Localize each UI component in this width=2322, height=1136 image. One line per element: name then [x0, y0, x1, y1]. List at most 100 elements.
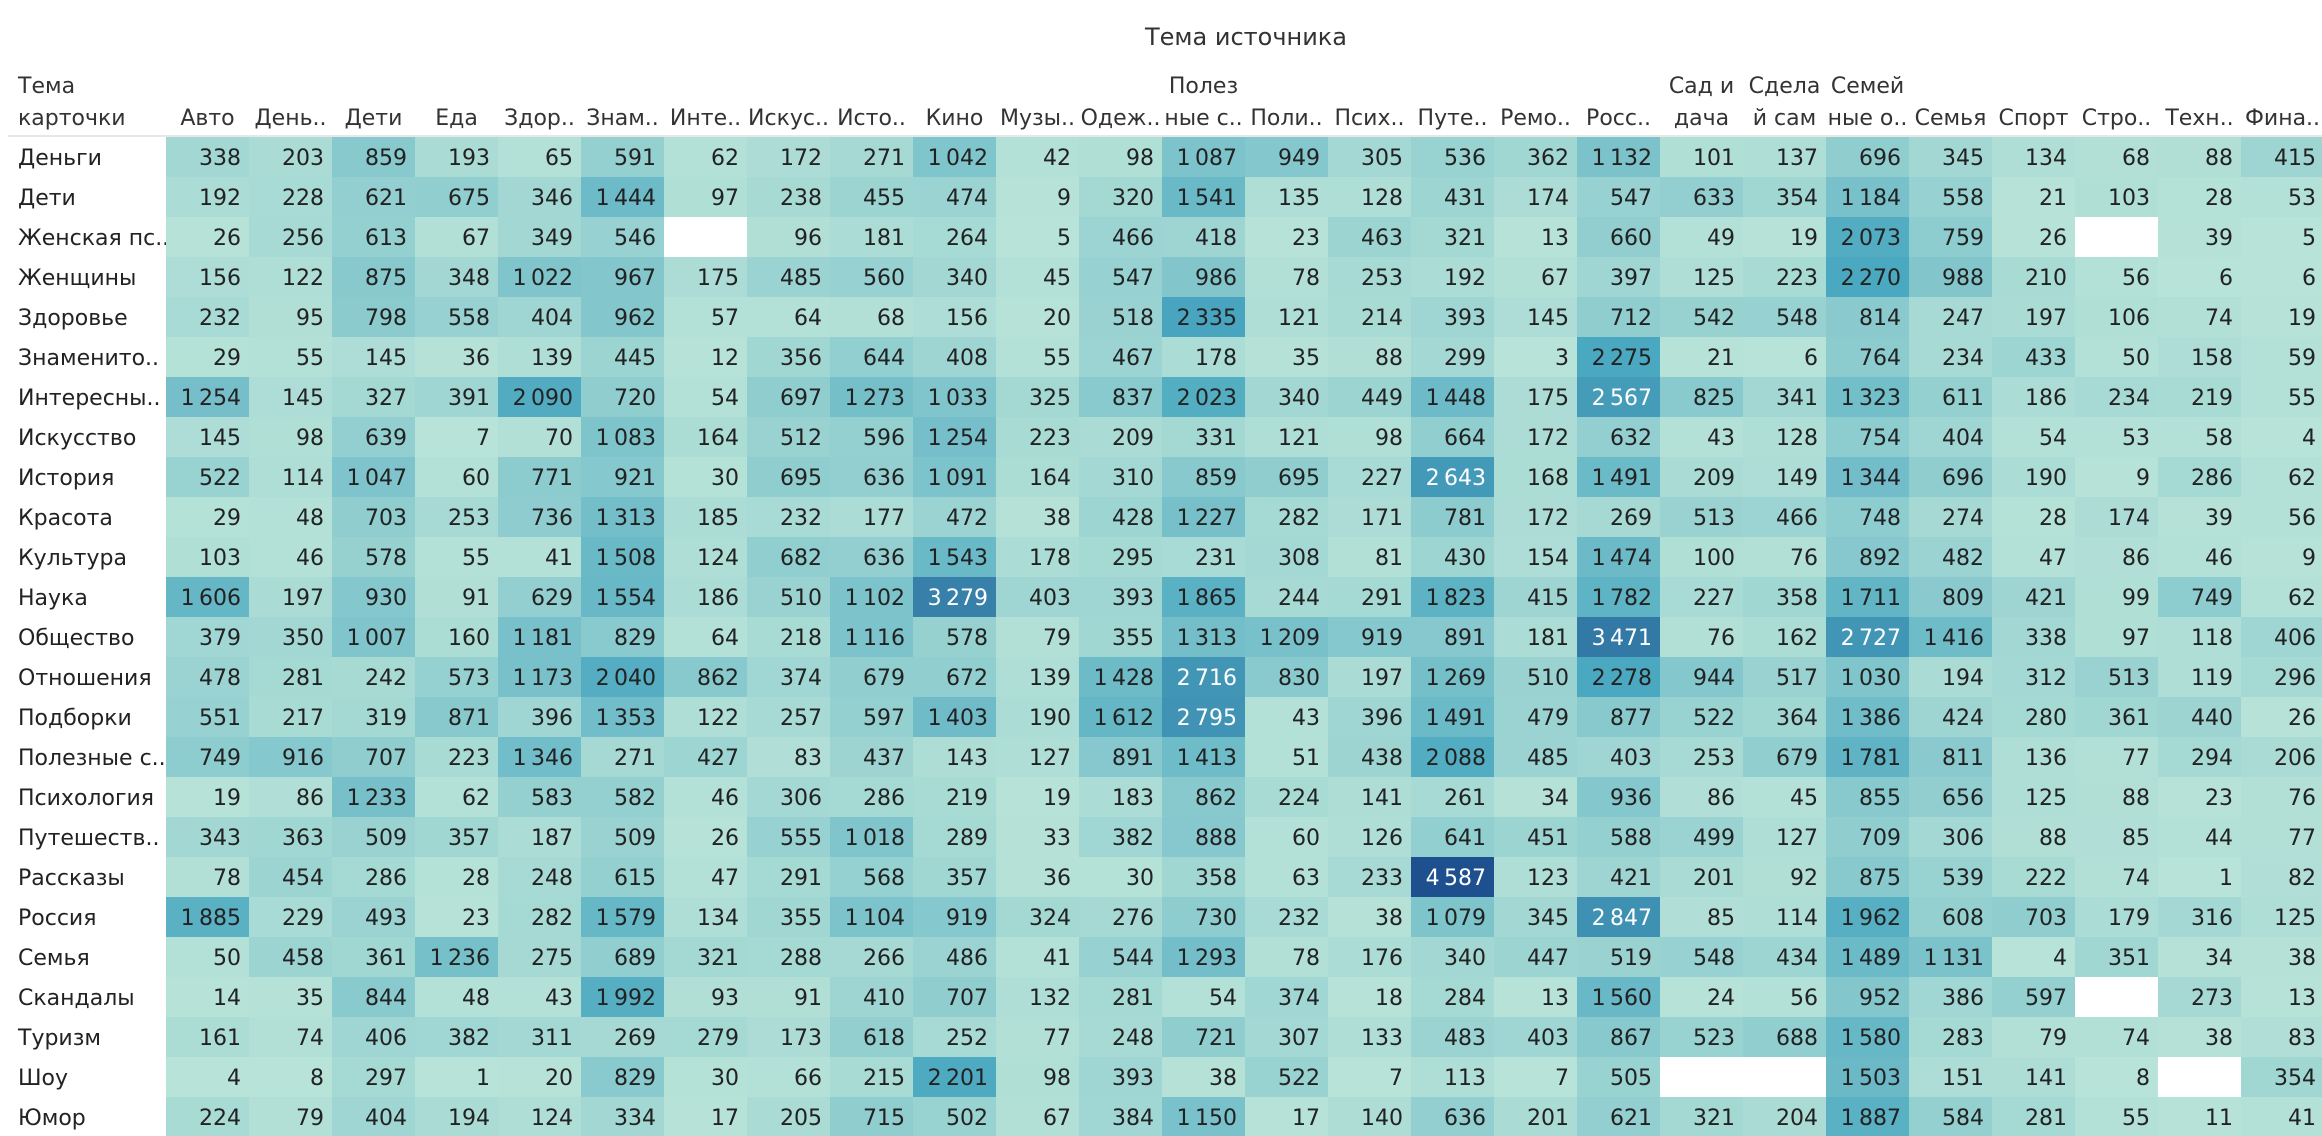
- column-header: Путе..: [1418, 106, 1488, 131]
- heatmap-cell: [1660, 177, 1743, 217]
- cell-value: 190: [2025, 466, 2067, 491]
- cell-value: 1 018: [845, 826, 905, 851]
- cell-value: 62: [2288, 466, 2316, 491]
- cell-value: 186: [2025, 386, 2067, 411]
- cell-value: 18: [1375, 986, 1403, 1011]
- heatmap-cell: [1411, 217, 1494, 257]
- row-label: Отношения: [18, 666, 152, 691]
- heatmap-cell: [1162, 1057, 1245, 1097]
- cell-value: 611: [1942, 386, 1984, 411]
- heatmap-cell: [1577, 1017, 1660, 1057]
- cell-value: 558: [448, 306, 490, 331]
- column-header: Знам..: [586, 106, 659, 131]
- heatmap-cell: [498, 417, 581, 457]
- heatmap-cell: [498, 817, 581, 857]
- cell-value: 463: [1361, 226, 1403, 251]
- heatmap-cell: [747, 137, 830, 177]
- heatmap-cell: [1162, 1017, 1245, 1057]
- cell-value: 2 643: [1426, 466, 1486, 491]
- cell-value: 88: [1375, 346, 1403, 371]
- cell-value: 350: [282, 626, 324, 651]
- column-header-line: Путе..: [1418, 106, 1488, 131]
- cell-value: 703: [365, 506, 407, 531]
- heatmap-cell: [1743, 497, 1826, 537]
- cell-value: 64: [711, 626, 739, 651]
- cell-value: 736: [531, 506, 573, 531]
- cell-value: 21: [2039, 186, 2067, 211]
- heatmap-cell: [1577, 417, 1660, 457]
- column-header: Поли..: [1250, 106, 1322, 131]
- cell-value: 85: [2122, 826, 2150, 851]
- cell-value: 384: [1112, 1106, 1154, 1131]
- cell-value: 33: [1043, 826, 1071, 851]
- heatmap-cell: [249, 137, 332, 177]
- cell-value: 479: [1527, 706, 1569, 731]
- column-header: Исто..: [837, 106, 906, 131]
- cell-value: 513: [2108, 666, 2150, 691]
- cell-value: 547: [1112, 266, 1154, 291]
- heatmap-cell: [1162, 497, 1245, 537]
- cell-value: 219: [946, 786, 988, 811]
- heatmap-cell: [664, 337, 747, 377]
- cell-value: 83: [794, 746, 822, 771]
- heatmap-cell: [1992, 217, 2075, 257]
- heatmap-cell: [2241, 977, 2322, 1017]
- heatmap-cell: [1245, 897, 1328, 937]
- cell-value: 234: [2108, 386, 2150, 411]
- cell-value: 346: [531, 186, 573, 211]
- heatmap-cell: [664, 697, 747, 737]
- heatmap-cell: [581, 977, 664, 1017]
- cell-value: 361: [2108, 706, 2150, 731]
- heatmap-cell: [1079, 777, 1162, 817]
- heatmap-cell: [1909, 537, 1992, 577]
- heatmap-cell: [166, 1017, 249, 1057]
- cell-value: 20: [1043, 306, 1071, 331]
- heatmap-cell: [332, 297, 415, 337]
- heatmap-cell: [1411, 777, 1494, 817]
- cell-value: 271: [863, 146, 905, 171]
- heatmap-cell: [1245, 657, 1328, 697]
- heatmap-cell: [996, 337, 1079, 377]
- cell-value: 697: [780, 386, 822, 411]
- heatmap-cell: [1494, 737, 1577, 777]
- heatmap-cell: [2075, 697, 2158, 737]
- cell-value: 754: [1859, 426, 1901, 451]
- row-label: Женская пс..: [18, 226, 169, 251]
- heatmap-cell: [996, 537, 1079, 577]
- heatmap-cell: [1826, 577, 1909, 617]
- cell-value: 510: [780, 586, 822, 611]
- heatmap-cell: [2241, 337, 2322, 377]
- heatmap-cell: [2075, 737, 2158, 777]
- cell-value: 78: [1292, 946, 1320, 971]
- cell-value: 1 781: [1841, 746, 1901, 771]
- heatmap-cell: [1494, 457, 1577, 497]
- cell-value: 307: [1278, 1026, 1320, 1051]
- cell-value: 173: [780, 1026, 822, 1051]
- heatmap-cell: [1079, 657, 1162, 697]
- heatmap-cell: [1992, 1097, 2075, 1136]
- column-header: Фина..: [2245, 106, 2320, 131]
- heatmap-cell: [1245, 537, 1328, 577]
- cell-value: 1 887: [1841, 1106, 1901, 1131]
- heatmap-cell: [2158, 1057, 2241, 1097]
- cell-value: 206: [2274, 746, 2316, 771]
- heatmap-cell: [1992, 297, 2075, 337]
- heatmap-cell: [1494, 577, 1577, 617]
- heatmap-cell: [498, 457, 581, 497]
- cell-value: 122: [282, 266, 324, 291]
- heatmap-cell: [747, 657, 830, 697]
- cell-value: 485: [780, 266, 822, 291]
- heatmap-cell: [996, 1097, 1079, 1136]
- column-header: Кино: [926, 106, 984, 131]
- cell-value: 548: [1776, 306, 1818, 331]
- heatmap-cell: [1992, 1017, 2075, 1057]
- heatmap-cell: [1826, 537, 1909, 577]
- heatmap-cell: [2241, 457, 2322, 497]
- heatmap-cell: [2075, 977, 2158, 1017]
- cell-value: 98: [1043, 1066, 1071, 1091]
- heatmap-cell: [2075, 617, 2158, 657]
- cell-value: 175: [1527, 386, 1569, 411]
- heatmap-cell: [830, 337, 913, 377]
- cell-value: 341: [1776, 386, 1818, 411]
- cell-value: 177: [863, 506, 905, 531]
